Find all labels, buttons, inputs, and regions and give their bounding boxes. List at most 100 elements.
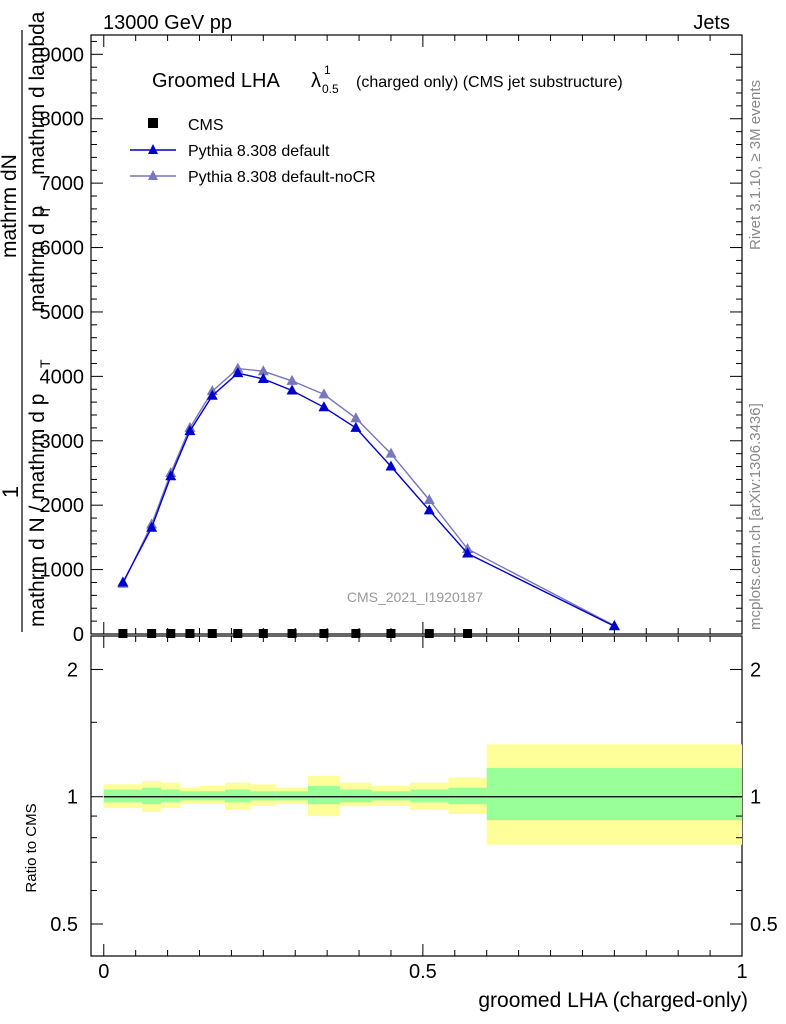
series-point — [423, 504, 435, 515]
ratio-y-tick-label-right: 2 — [750, 659, 761, 681]
title-subscript: 0.5 — [322, 82, 339, 96]
ratio-y-tick-label: 2 — [67, 659, 78, 681]
series-point — [165, 470, 177, 481]
y-tick-label: 7000 — [40, 173, 85, 195]
rivet-version-label: Rivet 3.1.10, ≥ 3M events — [747, 80, 764, 250]
series-point — [318, 401, 330, 412]
series-point — [257, 365, 269, 376]
series-point — [286, 374, 298, 385]
legend-label-default: Pythia 8.308 default — [188, 143, 330, 160]
y-label-denominator-2: mathrm d p — [26, 206, 49, 312]
y-tick-label: 0 — [73, 624, 84, 646]
series-point — [423, 494, 435, 505]
main-axes: 0 1000 2000 3000 4000 5000 6000 7000 8000 9000 — [40, 35, 743, 646]
uncertainty-band-inner — [250, 791, 277, 801]
main-series — [117, 362, 620, 638]
cms-data-point — [319, 629, 329, 638]
uncertainty-band-inner — [225, 789, 251, 803]
series-point — [146, 521, 158, 532]
x-tick-label: 0.5 — [409, 961, 437, 983]
cms-data-point — [424, 629, 434, 638]
uncertainty-band-inner — [339, 789, 372, 803]
cms-data-point — [351, 629, 361, 638]
series-point — [385, 460, 397, 471]
y-label-one: 1 — [0, 486, 23, 498]
cms-data-point — [386, 629, 396, 638]
cms-data-point — [287, 629, 297, 638]
analysis-watermark: CMS_2021_I1920187 — [347, 589, 483, 605]
y-label-subscript-t-1: T — [37, 359, 53, 368]
y-tick-label: 2000 — [40, 495, 85, 517]
header-energy: 13000 GeV pp — [103, 12, 232, 34]
x-tick-label: 1 — [736, 961, 747, 983]
series-point — [232, 367, 244, 378]
cms-data-point — [463, 629, 473, 638]
ratio-y-label: Ratio to CMS — [23, 803, 40, 892]
series-point — [184, 425, 196, 436]
uncertainty-band-inner — [486, 767, 742, 821]
series-point — [117, 576, 129, 587]
x-tick-label: 0 — [98, 961, 109, 983]
main-y-axis-label: 1 mathrm dN mathrm d N / mathrm d p math… — [0, 11, 53, 632]
series-point — [462, 547, 474, 558]
y-label-numerator: mathrm dN — [0, 154, 21, 258]
y-tick-label: 6000 — [40, 238, 85, 260]
cms-data-point — [207, 629, 217, 638]
y-tick-label: 5000 — [40, 302, 85, 324]
ratio-axes: 0.5 0.5 1 1 2 2 0 0.5 1 — [50, 636, 778, 983]
title-superscript: 1 — [324, 63, 331, 77]
series-line — [122, 372, 615, 627]
legend-marker-cms — [148, 118, 158, 128]
y-tick-label: 1000 — [40, 560, 85, 582]
legend-marker-nocr — [148, 170, 158, 180]
uncertainty-band-inner — [142, 787, 162, 805]
cms-data-point — [166, 629, 176, 638]
legend-marker-default — [148, 144, 158, 154]
cms-data-point — [233, 629, 243, 638]
uncertainty-band-inner — [103, 789, 143, 803]
title-main: Groomed LHA — [152, 70, 280, 92]
y-label-subscript-t-2: T — [37, 205, 53, 214]
title-symbol: λ — [311, 70, 321, 92]
legend-label-nocr: Pythia 8.308 default-noCR — [188, 169, 376, 186]
y-tick-label: 4000 — [40, 366, 85, 388]
plot-title: Groomed LHA λ 1 0.5 (charged only) (CMS … — [152, 63, 623, 96]
series-point — [385, 447, 397, 458]
series-line — [122, 367, 615, 627]
cms-data-point — [147, 629, 157, 638]
uncertainty-band-inner — [180, 791, 200, 801]
mcplots-label: mcplots.cern.ch [arXiv:1306.3436] — [747, 403, 764, 630]
cms-data-point — [258, 629, 268, 638]
series-point — [608, 620, 620, 631]
legend: CMS Pythia 8.308 default Pythia 8.308 de… — [130, 117, 376, 186]
ratio-bands — [103, 744, 742, 845]
y-label-denominator-1: mathrm d N / mathrm d p — [26, 394, 49, 627]
uncertainty-band-inner — [371, 791, 411, 801]
y-label-denominator-3: mathrm d lambda — [26, 11, 49, 175]
cms-data-point — [118, 629, 128, 638]
y-tick-label: 3000 — [40, 431, 85, 453]
x-axis-label: groomed LHA (charged-only) — [478, 989, 748, 1012]
ratio-y-tick-label: 1 — [67, 787, 78, 809]
cms-data-point — [185, 629, 195, 638]
y-tick-label: 8000 — [40, 109, 85, 131]
header-category: Jets — [693, 12, 730, 34]
series-point — [318, 388, 330, 399]
series-point — [206, 389, 218, 400]
main-panel-frame — [90, 34, 743, 635]
uncertainty-band-inner — [308, 786, 340, 805]
uncertainty-band-inner — [199, 791, 226, 801]
uncertainty-band-inner — [448, 787, 487, 805]
uncertainty-band-inner — [276, 791, 308, 801]
series-point — [350, 421, 362, 432]
series-point — [350, 412, 362, 423]
series-point — [286, 384, 298, 395]
legend-label-cms: CMS — [188, 117, 224, 134]
ratio-y-tick-label-right: 1 — [750, 787, 761, 809]
uncertainty-band-inner — [161, 789, 181, 803]
uncertainty-band-inner — [410, 789, 449, 803]
title-rest: (charged only) (CMS jet substructure) — [356, 74, 623, 91]
series-point — [257, 372, 269, 383]
ratio-y-tick-label-right: 0.5 — [750, 914, 778, 936]
